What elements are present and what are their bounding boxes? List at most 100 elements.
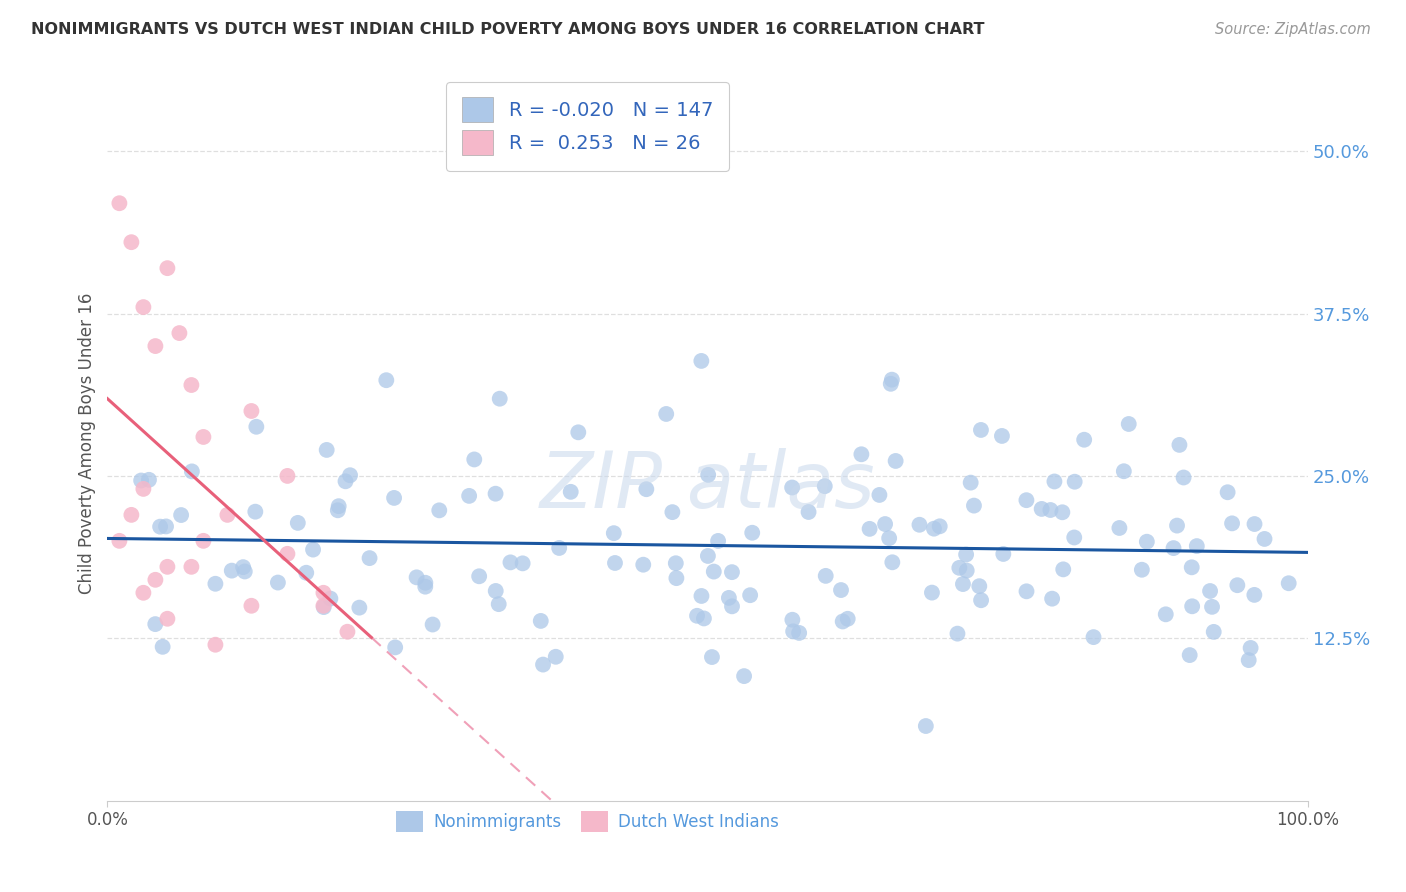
- Point: [1201, 599, 1223, 614]
- Point: [880, 376, 903, 391]
- Point: [405, 570, 427, 584]
- Point: [1052, 562, 1074, 576]
- Point: [1083, 630, 1105, 644]
- Point: [741, 525, 763, 540]
- Point: [287, 516, 309, 530]
- Point: [560, 484, 582, 499]
- Point: [1040, 591, 1063, 606]
- Point: [193, 533, 215, 548]
- Point: [548, 541, 571, 555]
- Point: [180, 378, 202, 392]
- Point: [780, 481, 803, 495]
- Point: [690, 354, 713, 368]
- Point: [914, 719, 936, 733]
- Point: [1237, 653, 1260, 667]
- Point: [233, 565, 256, 579]
- Point: [245, 505, 267, 519]
- Point: [1154, 607, 1177, 622]
- Point: [1163, 541, 1185, 555]
- Point: [1118, 417, 1140, 431]
- Point: [665, 556, 688, 570]
- Point: [721, 599, 744, 614]
- Point: [156, 612, 179, 626]
- Point: [221, 564, 243, 578]
- Point: [946, 626, 969, 640]
- Point: [1015, 584, 1038, 599]
- Point: [312, 586, 335, 600]
- Point: [468, 569, 491, 583]
- Point: [276, 547, 298, 561]
- Point: [359, 551, 381, 566]
- Point: [375, 373, 398, 387]
- Point: [170, 508, 193, 522]
- Point: [952, 577, 974, 591]
- Point: [831, 615, 853, 629]
- Point: [120, 508, 142, 522]
- Point: [1202, 624, 1225, 639]
- Point: [312, 599, 335, 613]
- Point: [544, 649, 567, 664]
- Point: [1178, 648, 1201, 662]
- Point: [1185, 539, 1208, 553]
- Point: [1063, 475, 1085, 489]
- Y-axis label: Child Poverty Among Boys Under 16: Child Poverty Among Boys Under 16: [79, 293, 96, 594]
- Point: [787, 626, 810, 640]
- Point: [697, 467, 720, 482]
- Point: [1043, 475, 1066, 489]
- Point: [1173, 470, 1195, 484]
- Point: [1039, 503, 1062, 517]
- Point: [1243, 516, 1265, 531]
- Point: [928, 519, 950, 533]
- Point: [814, 479, 837, 493]
- Point: [782, 613, 804, 627]
- Point: [970, 593, 993, 607]
- Point: [132, 300, 155, 314]
- Point: [956, 564, 979, 578]
- Point: [963, 499, 986, 513]
- Point: [969, 579, 991, 593]
- Point: [959, 475, 981, 490]
- Point: [1216, 485, 1239, 500]
- Point: [1278, 576, 1301, 591]
- Point: [427, 503, 450, 517]
- Point: [204, 576, 226, 591]
- Point: [1220, 516, 1243, 531]
- Point: [707, 533, 730, 548]
- Point: [145, 573, 167, 587]
- Point: [717, 591, 740, 605]
- Point: [319, 591, 342, 606]
- Text: NONIMMIGRANTS VS DUTCH WEST INDIAN CHILD POVERTY AMONG BOYS UNDER 16 CORRELATION: NONIMMIGRANTS VS DUTCH WEST INDIAN CHILD…: [31, 22, 984, 37]
- Point: [295, 566, 318, 580]
- Point: [156, 261, 179, 276]
- Point: [335, 475, 357, 489]
- Point: [245, 419, 267, 434]
- Point: [868, 488, 890, 502]
- Point: [326, 503, 349, 517]
- Point: [488, 597, 510, 611]
- Point: [458, 489, 481, 503]
- Point: [1063, 531, 1085, 545]
- Point: [1239, 640, 1261, 655]
- Point: [797, 505, 820, 519]
- Point: [721, 565, 744, 579]
- Point: [814, 569, 837, 583]
- Point: [1199, 584, 1222, 599]
- Point: [422, 617, 444, 632]
- Point: [463, 452, 485, 467]
- Point: [193, 430, 215, 444]
- Point: [240, 404, 263, 418]
- Point: [1108, 521, 1130, 535]
- Point: [1130, 563, 1153, 577]
- Point: [733, 669, 755, 683]
- Point: [156, 559, 179, 574]
- Point: [145, 339, 167, 353]
- Point: [1015, 493, 1038, 508]
- Point: [908, 517, 931, 532]
- Point: [232, 560, 254, 574]
- Point: [1168, 438, 1191, 452]
- Point: [413, 580, 436, 594]
- Point: [837, 612, 859, 626]
- Legend: Nonimmigrants, Dutch West Indians: Nonimmigrants, Dutch West Indians: [389, 804, 786, 838]
- Point: [696, 549, 718, 563]
- Point: [1112, 464, 1135, 478]
